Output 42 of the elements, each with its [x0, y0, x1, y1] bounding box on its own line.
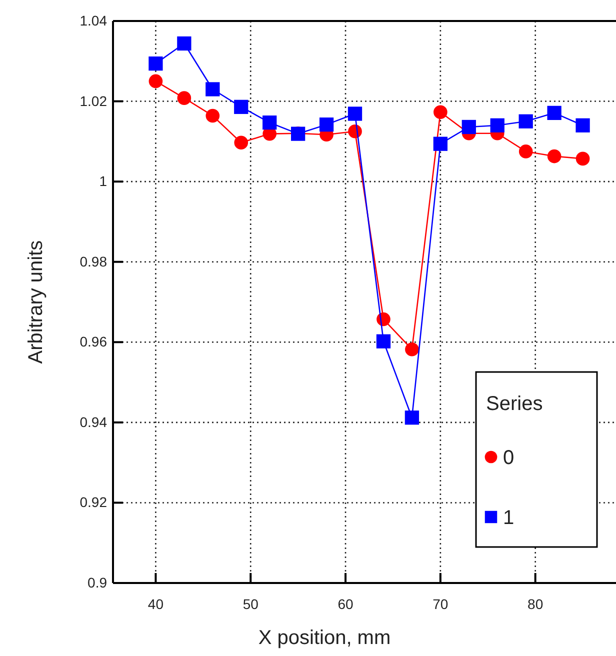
- point: [348, 106, 362, 121]
- point: [319, 118, 334, 132]
- point: [405, 342, 419, 356]
- point: [234, 136, 248, 150]
- point: [490, 118, 504, 132]
- point: [262, 115, 277, 130]
- y-tick-label: 1.04: [80, 12, 108, 28]
- point: [576, 152, 590, 166]
- y-tick-label: 1.02: [80, 92, 108, 109]
- x-tick-label: 40: [148, 596, 164, 612]
- legend-title: Series: [486, 393, 543, 415]
- point: [404, 410, 420, 425]
- point: [206, 108, 220, 123]
- point: [518, 144, 533, 158]
- legend-label: 1: [503, 507, 514, 529]
- y-tick-label: 0.94: [80, 414, 108, 430]
- x-tick-label: 50: [242, 596, 259, 612]
- point: [148, 74, 163, 88]
- point: [547, 106, 562, 120]
- y-tick-label: 0.9: [88, 574, 108, 590]
- point: [462, 120, 476, 134]
- point: [177, 36, 192, 51]
- point: [518, 114, 533, 128]
- point: [234, 100, 248, 114]
- point: [177, 91, 192, 105]
- legend-label: 0: [503, 447, 514, 469]
- point: [206, 82, 220, 96]
- point: [433, 136, 448, 151]
- x-axis-title: X position, mm: [258, 627, 391, 649]
- x-tick-label: 70: [432, 596, 448, 612]
- point: [576, 118, 590, 132]
- y-tick-label: 1: [99, 173, 108, 190]
- x-tick-label: 60: [338, 596, 354, 612]
- y-tick-label: 0.98: [80, 253, 108, 270]
- y-axis-title: Arbitrary units: [25, 240, 47, 364]
- point: [434, 105, 448, 120]
- x-tick-label: 80: [528, 596, 544, 612]
- y-tick-label: 0.92: [80, 494, 108, 510]
- point: [547, 149, 562, 164]
- point: [148, 56, 163, 71]
- point: [376, 334, 391, 348]
- y-tick-label: 0.96: [80, 334, 108, 350]
